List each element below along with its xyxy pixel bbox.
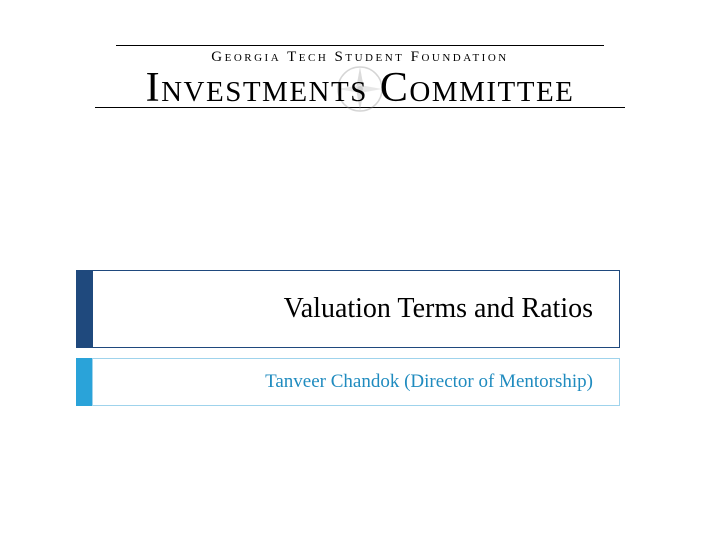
- subtitle-frame: Tanveer Chandok (Director of Mentorship): [92, 358, 620, 406]
- title-accent-bar: [76, 270, 92, 348]
- title-frame: Valuation Terms and Ratios: [92, 270, 620, 348]
- logo-subtitle: Georgia Tech Student Foundation: [116, 45, 604, 66]
- logo-main-wrap: Investments Committee: [95, 64, 625, 112]
- organization-logo: Georgia Tech Student Foundation Investme…: [95, 45, 625, 112]
- logo-title: Investments Committee: [146, 64, 575, 112]
- subtitle-accent-bar: [76, 358, 92, 406]
- slide-title-box: Valuation Terms and Ratios: [76, 270, 620, 348]
- slide-title: Valuation Terms and Ratios: [284, 293, 593, 325]
- slide-subtitle: Tanveer Chandok (Director of Mentorship): [265, 371, 593, 393]
- slide-subtitle-box: Tanveer Chandok (Director of Mentorship): [76, 358, 620, 406]
